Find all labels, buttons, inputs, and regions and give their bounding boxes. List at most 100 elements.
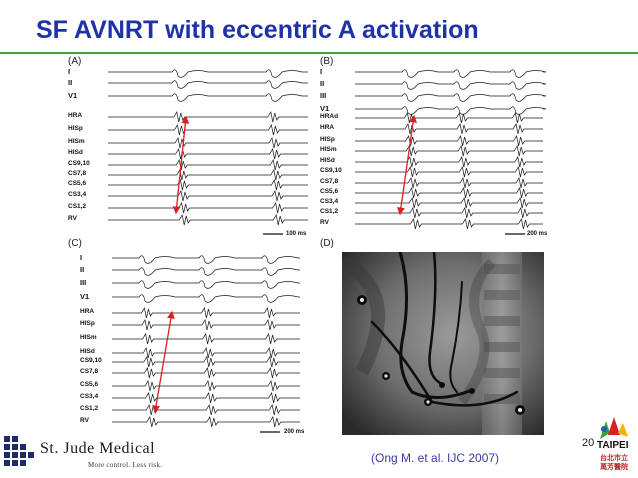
arrow-b: [397, 114, 417, 216]
lead-label-b-cs9-10: CS9,10: [320, 167, 342, 174]
trace-c-cs3-4: [112, 392, 300, 404]
lead-label-c-cs9-10: CS9,10: [80, 357, 102, 364]
trace-b-cs5-6: [355, 187, 543, 199]
page-number: 20: [582, 437, 595, 449]
arrow-a: [172, 115, 190, 215]
trace-c-hra: [112, 307, 300, 319]
company-name: St. Jude Medical: [40, 440, 156, 457]
lead-label-c-i: I: [80, 253, 83, 262]
trace-a-cs9-10: [108, 159, 308, 171]
lead-label-a-ii: II: [68, 78, 73, 87]
lead-label-b-hisd: HISd: [320, 157, 335, 164]
lead-label-a-cs5-6: CS5,6: [68, 180, 87, 187]
trace-a-cs5-6: [108, 179, 308, 191]
trace-a-ii: [108, 80, 308, 89]
trace-b-rv: [355, 218, 543, 230]
trace-c-cs7-8: [112, 367, 300, 379]
lead-label-c-hisp: HISp: [80, 320, 95, 327]
lead-label-a-hism: HISm: [68, 138, 85, 145]
lead-label-c-hism: HISm: [80, 334, 97, 341]
lead-label-a-v1: V1: [68, 91, 78, 100]
trace-b-v1: [355, 106, 547, 115]
lead-label-b-cs1-2: CS1,2: [320, 208, 339, 215]
trace-a-hra: [108, 111, 308, 123]
fluoroscopy-image: [342, 252, 544, 435]
trace-a-hisp: [108, 124, 308, 136]
partner-name: TAIPEI: [597, 440, 629, 451]
lead-label-b-hism: HISm: [320, 146, 337, 153]
company-tagline: More control. Less risk.: [88, 461, 163, 469]
lead-label-c-iii: III: [80, 278, 87, 287]
trace-c-iii: [112, 280, 300, 289]
lead-label-b-iii: III: [320, 91, 327, 100]
panel-b-letter: (B): [320, 56, 334, 67]
lead-label-a-i: I: [68, 67, 71, 76]
lead-label-c-v1: V1: [80, 292, 90, 301]
lead-label-c-cs1-2: CS1,2: [80, 405, 99, 412]
lead-label-b-hrad: HRAd: [320, 113, 339, 120]
lead-label-b-hra: HRA: [320, 124, 335, 131]
trace-a-i: [108, 69, 308, 78]
trace-c-hism: [112, 333, 300, 345]
panel-c-letter: (C): [68, 238, 82, 249]
lead-label-c-cs3-4: CS3,4: [80, 393, 99, 400]
lead-label-b-v1: V1: [320, 104, 330, 113]
trace-c-rv: [112, 416, 300, 428]
panel-d-letter: (D): [320, 238, 334, 249]
trace-b-cs7-8: [355, 177, 543, 189]
partner-sub2: 萬芳醫院: [600, 464, 628, 471]
panel-c-scale: 200 ms: [284, 429, 305, 435]
lead-label-c-cs7-8: CS7,8: [80, 368, 99, 375]
trace-a-rv: [108, 214, 308, 226]
lead-label-b-cs5-6: CS5,6: [320, 188, 339, 195]
lead-label-b-cs3-4: CS3,4: [320, 198, 339, 205]
trace-b-hism: [355, 145, 543, 157]
trace-c-cs9-10: [112, 356, 300, 368]
lead-label-b-ii: II: [320, 79, 325, 88]
taipei-hospital-logo: [590, 413, 636, 475]
trace-b-hisd: [355, 156, 543, 168]
trace-b-ii: [355, 81, 547, 90]
citation: (Ong M. et al. IJC 2007): [371, 451, 500, 465]
lead-label-a-hra: HRA: [68, 112, 83, 119]
panel-a-scale: 100 ms: [286, 231, 307, 237]
trace-c-cs5-6: [112, 380, 300, 392]
trace-b-cs1-2: [355, 207, 543, 219]
lead-label-c-rv: RV: [80, 417, 89, 424]
panel-a-letter: (A): [68, 56, 82, 67]
trace-b-hra: [355, 123, 543, 135]
trace-b-i: [355, 69, 547, 78]
trace-a-cs3-4: [108, 190, 308, 202]
lead-label-b-rv: RV: [320, 219, 329, 226]
partner-sub1: 台北市立: [600, 455, 628, 462]
trace-a-hism: [108, 137, 308, 149]
trace-c-cs1-2: [112, 404, 300, 416]
trace-b-cs9-10: [355, 166, 543, 178]
trace-c-hisd: [112, 347, 300, 359]
trace-b-cs3-4: [355, 197, 543, 209]
lead-label-a-rv: RV: [68, 215, 77, 222]
lead-label-c-ii: II: [80, 265, 85, 274]
trace-c-hisp: [112, 319, 300, 331]
slide-title: SF AVNRT with eccentric A activation: [36, 16, 479, 44]
lead-label-a-cs7-8: CS7,8: [68, 170, 87, 177]
lead-label-a-hisp: HISp: [68, 125, 83, 132]
panel-b-scale: 200 ms: [527, 231, 548, 237]
arrow-c: [152, 310, 175, 414]
lead-label-a-cs9-10: CS9,10: [68, 160, 90, 167]
lead-label-b-hisp: HISp: [320, 136, 335, 143]
trace-a-hisd: [108, 148, 308, 160]
trace-c-v1: [112, 294, 300, 303]
lead-label-a-hisd: HISd: [68, 149, 83, 156]
trace-c-ii: [112, 267, 300, 276]
st-jude-medical-logo: [0, 434, 200, 474]
lead-label-b-cs7-8: CS7,8: [320, 178, 339, 185]
trace-b-hisp: [355, 135, 543, 147]
lead-label-b-i: I: [320, 67, 323, 76]
lead-label-c-hisd: HISd: [80, 348, 95, 355]
title-rule: [0, 52, 638, 54]
trace-c-i: [112, 255, 300, 264]
lead-label-a-cs3-4: CS3,4: [68, 191, 87, 198]
trace-a-v1: [108, 93, 308, 102]
